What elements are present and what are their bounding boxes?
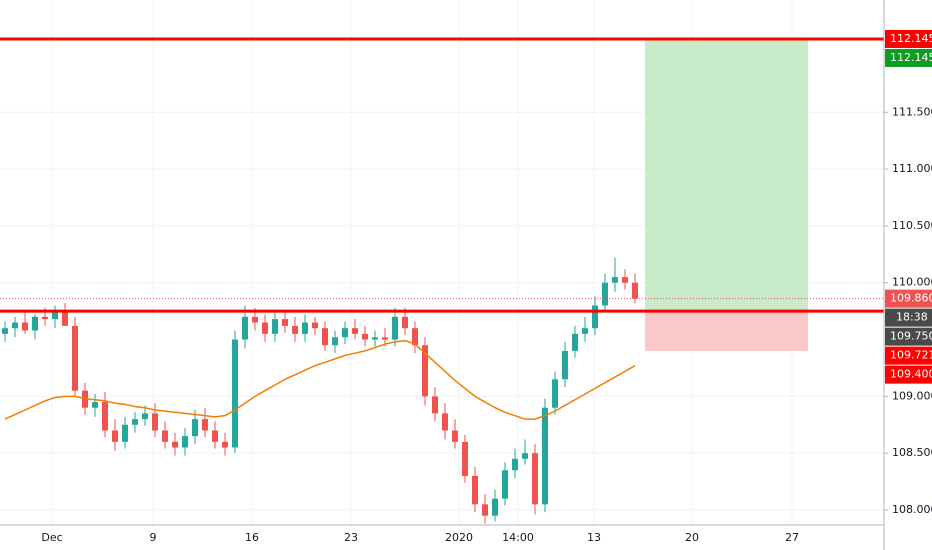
candle-body	[442, 413, 448, 431]
candle-body	[602, 282, 608, 306]
price-label: 109.750	[890, 330, 932, 343]
y-tick-label: 111.500	[892, 105, 932, 118]
candle-body	[312, 322, 318, 329]
candle-body	[72, 325, 78, 391]
candle-body	[242, 316, 248, 340]
candle-body	[202, 419, 208, 431]
candle-body	[142, 413, 148, 420]
candle-body	[632, 282, 638, 299]
candle-body	[412, 328, 418, 346]
x-tick-label: 14:00	[502, 531, 534, 544]
y-tick-label: 111.000	[892, 162, 932, 175]
y-tick-label: 109.000	[892, 389, 932, 402]
candle-body	[212, 430, 218, 442]
candle-body	[592, 305, 598, 329]
candle-body	[32, 316, 38, 331]
candle-body	[192, 419, 198, 437]
moving-average	[4, 339, 636, 420]
candle-body	[432, 396, 438, 414]
price-label: 109.400	[890, 368, 932, 381]
candle-body	[272, 319, 278, 334]
x-tick-label: 20	[685, 531, 699, 544]
candle-body	[382, 337, 388, 340]
candle-body	[262, 322, 268, 334]
x-tick-label: 13	[587, 531, 601, 544]
x-tick-label: 2020	[445, 531, 473, 544]
candle-body	[2, 328, 8, 334]
candle-body	[342, 328, 348, 338]
candle-body	[522, 453, 528, 459]
x-tick-label: 27	[785, 531, 799, 544]
price-label: 112.145	[890, 32, 932, 45]
candle-body	[12, 322, 18, 329]
x-tick-label: 23	[344, 531, 358, 544]
candle-body	[622, 277, 628, 283]
y-tick-label: 110.500	[892, 219, 932, 232]
price-label: 112.145	[890, 51, 932, 64]
candle-body	[472, 475, 478, 505]
countdown-box	[885, 308, 932, 327]
candle-body	[102, 402, 108, 431]
candle-body	[452, 430, 458, 442]
candle-body	[182, 436, 188, 448]
y-tick-label: 108.500	[892, 446, 932, 459]
candle-body	[392, 316, 398, 340]
candle-body	[582, 328, 588, 334]
candle-body	[462, 441, 468, 476]
candle-body	[22, 322, 28, 331]
candle-body	[232, 339, 238, 448]
candle-body	[302, 322, 308, 334]
y-tick-label: 108.000	[892, 503, 932, 516]
candle-body	[322, 328, 328, 346]
candle-body	[172, 441, 178, 448]
candle-body	[62, 311, 68, 326]
x-tick-label: 16	[245, 531, 259, 544]
candle-body	[572, 333, 578, 351]
loss-zone	[645, 311, 808, 351]
plot	[0, 37, 884, 524]
candle-body	[562, 350, 568, 380]
candle-body	[122, 424, 128, 442]
candle-body	[532, 453, 538, 505]
candle-body	[222, 441, 228, 448]
price-label-box	[885, 48, 932, 67]
candle-body	[252, 316, 258, 323]
candle-body	[332, 337, 338, 346]
candle-body	[152, 413, 158, 431]
candle-body	[372, 337, 378, 340]
candle-body	[362, 333, 368, 340]
candle-body	[482, 504, 488, 516]
price-label: 109.721	[890, 349, 932, 362]
price-label-box	[885, 346, 932, 365]
candle-body	[162, 430, 168, 442]
candle-body	[352, 328, 358, 334]
candle-body	[422, 345, 428, 397]
candle-body	[492, 498, 498, 516]
candle-body	[552, 379, 558, 408]
price-label-box	[885, 29, 932, 48]
candle-body	[92, 402, 98, 408]
candle-body	[402, 316, 408, 329]
candle-body	[502, 470, 508, 499]
candle-body	[282, 319, 288, 326]
candle-body	[112, 430, 118, 442]
price-label-box	[885, 327, 932, 346]
candle-body	[52, 311, 58, 320]
candle-body	[542, 407, 548, 505]
candle-body	[292, 325, 298, 334]
candle-body	[512, 458, 518, 471]
price-label-box	[885, 289, 932, 308]
x-tick-label: 9	[150, 531, 157, 544]
countdown: 18:38	[896, 311, 928, 324]
candle-body	[612, 277, 618, 283]
price-label-box	[885, 365, 932, 384]
candle-body	[132, 419, 138, 425]
candle-body	[42, 316, 48, 320]
profit-zone	[645, 38, 808, 312]
price-label: 109.860	[890, 292, 932, 305]
y-tick-label: 110.000	[892, 276, 932, 289]
x-tick-label: Dec	[41, 531, 62, 544]
